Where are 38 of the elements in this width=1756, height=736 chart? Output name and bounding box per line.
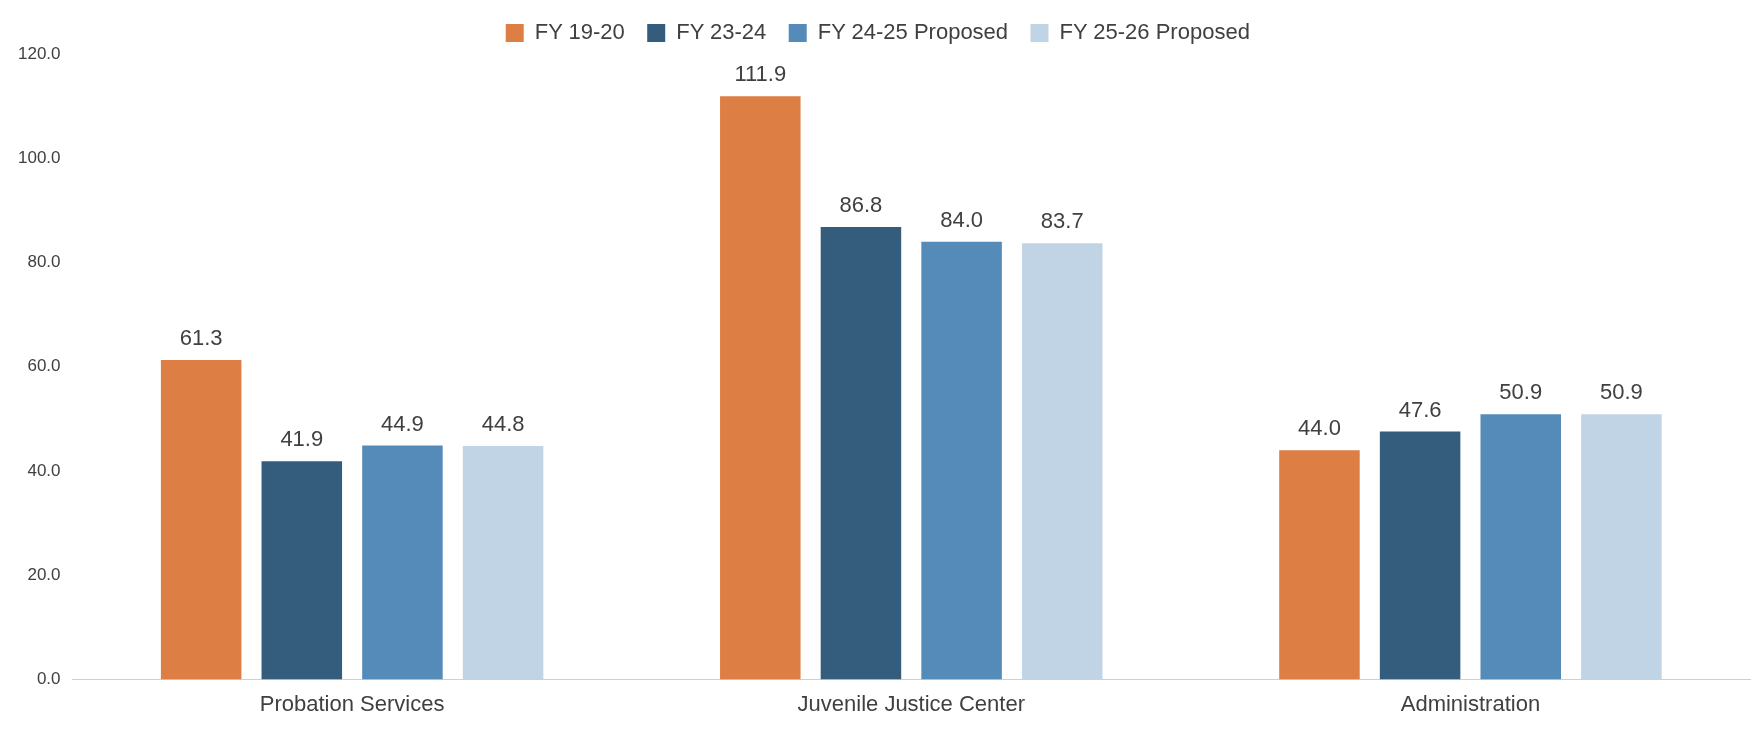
data-label: 50.9 <box>1499 379 1543 405</box>
x-tick-label: Juvenile Justice Center <box>797 690 1025 716</box>
data-label: 44.9 <box>381 410 424 436</box>
y-tick-label: 0.0 <box>36 669 61 689</box>
data-label: 84.0 <box>940 206 984 232</box>
y-tick-label: 40.0 <box>27 460 61 480</box>
legend-label: FY 25-26 Proposed <box>1059 19 1250 45</box>
x-tick-label: Administration <box>1400 690 1541 716</box>
bar <box>1581 414 1662 680</box>
data-label: 50.9 <box>1599 379 1643 405</box>
bar <box>921 241 1002 680</box>
legend-label: FY 19-20 <box>534 19 625 45</box>
y-tick-label: 120.0 <box>17 43 61 63</box>
data-label: 111.9 <box>734 61 787 87</box>
bar <box>1379 431 1461 680</box>
data-label: 44.8 <box>481 411 525 437</box>
bar <box>1021 243 1103 680</box>
x-tick-label: Probation Services <box>259 690 445 716</box>
data-label: 41.9 <box>280 426 324 452</box>
y-tick-label: 80.0 <box>27 252 61 272</box>
data-label: 44.0 <box>1298 415 1341 441</box>
bar <box>1279 450 1360 680</box>
bar <box>820 227 902 680</box>
bar <box>720 96 801 680</box>
bar <box>362 445 443 680</box>
data-label: 61.3 <box>179 325 223 351</box>
y-tick-label: 100.0 <box>17 147 61 167</box>
legend-label: FY 24-25 Proposed <box>817 19 1009 45</box>
bar <box>462 446 544 680</box>
y-tick-label: 60.0 <box>27 356 61 376</box>
data-label: 83.7 <box>1040 208 1084 234</box>
bar <box>160 360 242 680</box>
bar <box>1480 414 1562 680</box>
y-tick-label: 20.0 <box>27 565 61 585</box>
legend-label: FY 23-24 <box>676 19 767 45</box>
bar <box>261 461 343 680</box>
data-label: 47.6 <box>1398 396 1442 422</box>
data-label: 86.8 <box>839 192 883 218</box>
